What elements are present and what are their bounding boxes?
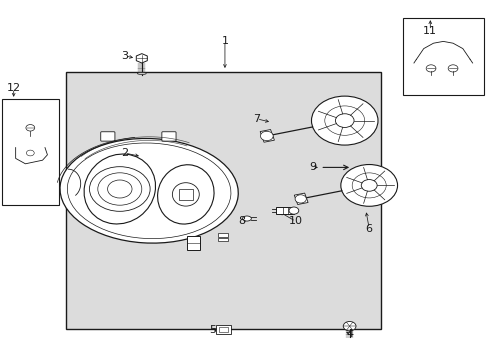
Bar: [276, 207, 293, 214]
Polygon shape: [136, 54, 147, 63]
Bar: [216, 325, 230, 334]
Bar: [2, 99, 59, 205]
Text: 3: 3: [121, 51, 128, 61]
Text: 9: 9: [309, 162, 316, 172]
Text: 2: 2: [121, 148, 128, 158]
Circle shape: [294, 195, 305, 203]
Text: 6: 6: [365, 224, 372, 234]
Bar: [66, 72, 381, 329]
Bar: [187, 236, 199, 250]
Circle shape: [361, 180, 376, 191]
Ellipse shape: [242, 216, 251, 221]
Text: 4: 4: [346, 329, 352, 339]
Ellipse shape: [157, 165, 214, 224]
Circle shape: [425, 65, 435, 72]
Text: 8: 8: [238, 216, 245, 226]
Bar: [219, 327, 227, 332]
FancyBboxPatch shape: [162, 132, 176, 141]
Bar: [217, 233, 228, 237]
Ellipse shape: [137, 72, 146, 75]
Bar: [179, 189, 193, 200]
FancyBboxPatch shape: [101, 132, 115, 141]
Ellipse shape: [60, 139, 238, 243]
Text: 11: 11: [423, 26, 436, 36]
Circle shape: [343, 321, 355, 331]
Circle shape: [447, 65, 457, 72]
Text: 1: 1: [221, 36, 228, 46]
Text: 5: 5: [209, 325, 216, 335]
Circle shape: [340, 165, 397, 206]
Circle shape: [26, 125, 35, 131]
Bar: [217, 238, 228, 241]
Text: 7: 7: [253, 114, 260, 124]
Bar: [403, 18, 483, 95]
Ellipse shape: [84, 154, 155, 224]
Circle shape: [288, 207, 298, 214]
Circle shape: [335, 114, 353, 127]
Text: 12: 12: [7, 83, 20, 93]
Circle shape: [260, 131, 273, 141]
Polygon shape: [294, 193, 307, 204]
Polygon shape: [260, 130, 274, 142]
Ellipse shape: [172, 183, 199, 206]
Circle shape: [311, 96, 377, 145]
Text: 10: 10: [288, 216, 302, 226]
